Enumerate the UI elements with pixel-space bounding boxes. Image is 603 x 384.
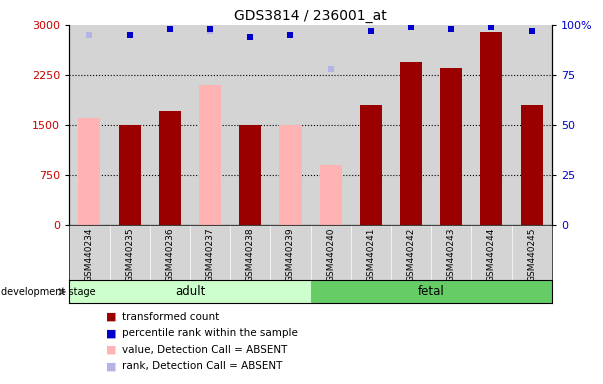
- Text: value, Detection Call = ABSENT: value, Detection Call = ABSENT: [122, 345, 288, 355]
- Text: GSM440239: GSM440239: [286, 227, 295, 282]
- Text: GSM440235: GSM440235: [125, 227, 134, 282]
- Bar: [391, 25, 431, 225]
- Text: GSM440245: GSM440245: [527, 227, 536, 282]
- Bar: [119, 125, 140, 225]
- Text: GSM440244: GSM440244: [487, 227, 496, 282]
- Text: GSM440242: GSM440242: [406, 227, 415, 282]
- Text: ■: ■: [106, 361, 116, 371]
- Bar: [230, 25, 270, 225]
- Text: ■: ■: [106, 345, 116, 355]
- Bar: [431, 25, 472, 225]
- Text: rank, Detection Call = ABSENT: rank, Detection Call = ABSENT: [122, 361, 283, 371]
- Bar: [351, 25, 391, 225]
- Bar: [78, 118, 101, 225]
- Text: fetal: fetal: [418, 285, 444, 298]
- Title: GDS3814 / 236001_at: GDS3814 / 236001_at: [234, 8, 387, 23]
- Bar: [150, 25, 190, 225]
- Bar: [311, 25, 351, 225]
- Text: GSM440234: GSM440234: [85, 227, 94, 282]
- Bar: [190, 25, 230, 225]
- Bar: [360, 105, 382, 225]
- Text: ■: ■: [106, 328, 116, 338]
- Text: GSM440241: GSM440241: [367, 227, 375, 282]
- Text: GSM440238: GSM440238: [246, 227, 254, 282]
- Bar: [270, 25, 311, 225]
- Text: GSM440236: GSM440236: [165, 227, 174, 282]
- Bar: [440, 68, 463, 225]
- Bar: [511, 25, 552, 225]
- Bar: [320, 165, 342, 225]
- Bar: [239, 125, 261, 225]
- Text: ■: ■: [106, 312, 116, 322]
- Text: transformed count: transformed count: [122, 312, 219, 322]
- Text: GSM440237: GSM440237: [206, 227, 215, 282]
- Bar: [69, 25, 110, 225]
- Bar: [69, 280, 311, 303]
- Bar: [520, 105, 543, 225]
- Text: GSM440243: GSM440243: [447, 227, 456, 282]
- Bar: [481, 31, 502, 225]
- Bar: [472, 25, 511, 225]
- Bar: [110, 25, 150, 225]
- Bar: [199, 85, 221, 225]
- Bar: [400, 61, 422, 225]
- Text: development stage: development stage: [1, 287, 96, 297]
- Bar: [159, 111, 181, 225]
- Bar: [311, 280, 552, 303]
- Text: adult: adult: [175, 285, 205, 298]
- Bar: [279, 125, 302, 225]
- Text: percentile rank within the sample: percentile rank within the sample: [122, 328, 298, 338]
- Text: GSM440240: GSM440240: [326, 227, 335, 282]
